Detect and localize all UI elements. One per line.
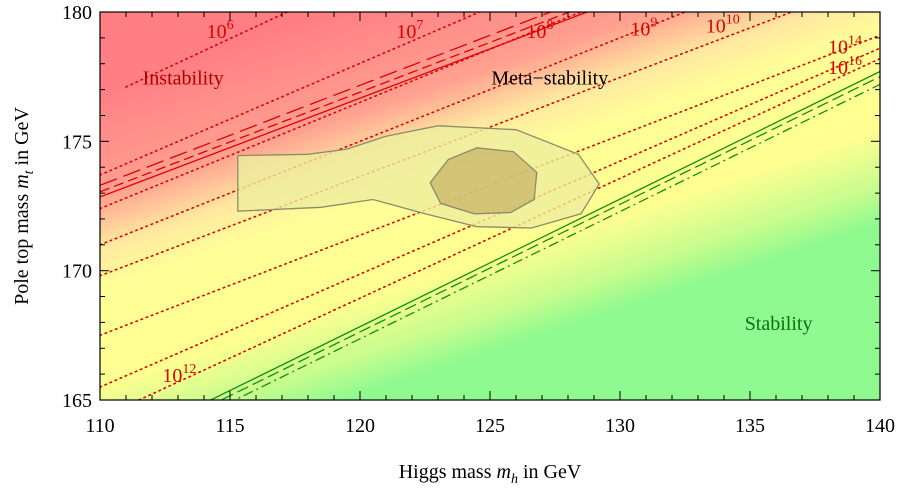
- region-label-stability: Stability: [745, 313, 813, 335]
- y-tick-label: 175: [62, 131, 92, 153]
- x-tick-label: 125: [475, 415, 505, 437]
- y-axis-label-text: Pole top mass: [11, 189, 33, 305]
- x-axis-label: Higgs mass mh in GeV: [399, 461, 582, 487]
- y-axis-label-sub: t: [22, 169, 37, 174]
- y-tick-label: 165: [62, 390, 92, 412]
- x-axis-label-unit: in GeV: [518, 461, 582, 483]
- instability-boundary-dashed: [100, 12, 572, 193]
- scale-label-1e9: 109: [630, 15, 657, 40]
- y-tick-label: 180: [62, 2, 92, 24]
- x-tick-label: 140: [865, 415, 895, 437]
- tick-labels: 110 115 120 125 130 135 140 165 170 175 180: [62, 2, 895, 437]
- x-tick-label: 130: [605, 415, 635, 437]
- x-tick-label: 120: [345, 415, 375, 437]
- scale-line-1e9: [100, 12, 686, 246]
- scale-label-1e6: 106: [207, 18, 234, 43]
- x-axis-label-text: Higgs mass: [399, 461, 497, 483]
- y-axis-label: Pole top mass mt in GeV: [11, 107, 37, 305]
- y-tick-label: 170: [62, 261, 92, 283]
- scale-label-1e16: 1016: [828, 54, 862, 79]
- region-label-instability: Instability: [143, 67, 224, 89]
- x-tick-label: 110: [85, 415, 114, 437]
- axis-ticks: [99, 11, 881, 401]
- region-label-meta-stability: Meta−stability: [491, 67, 608, 89]
- scale-label-1e12: 1012: [162, 362, 196, 387]
- scale-label-1e8: 108: [526, 18, 553, 43]
- stability-boundary-dotdash: [233, 83, 880, 400]
- scale-line-1e6: [125, 12, 289, 88]
- scale-line-1e16: [138, 57, 880, 400]
- stability-boundary-solid: [209, 70, 880, 400]
- y-axis-label-var: m: [11, 174, 33, 188]
- contour-inner: [429, 147, 538, 215]
- instability-boundary-longdash: [100, 12, 553, 186]
- y-axis-label-unit: in GeV: [11, 107, 33, 171]
- scale-label-1e7: 107: [396, 18, 423, 43]
- scale-line-1e8: [100, 12, 582, 210]
- x-axis-label-sub: h: [511, 472, 518, 487]
- x-tick-label: 135: [735, 415, 765, 437]
- x-tick-label: 115: [215, 415, 244, 437]
- x-axis-label-var: m: [497, 461, 511, 483]
- scale-label-1e10: 1010: [706, 13, 740, 38]
- instability-boundary-solid: [100, 12, 589, 198]
- scale-label-1e14: 1014: [828, 33, 862, 58]
